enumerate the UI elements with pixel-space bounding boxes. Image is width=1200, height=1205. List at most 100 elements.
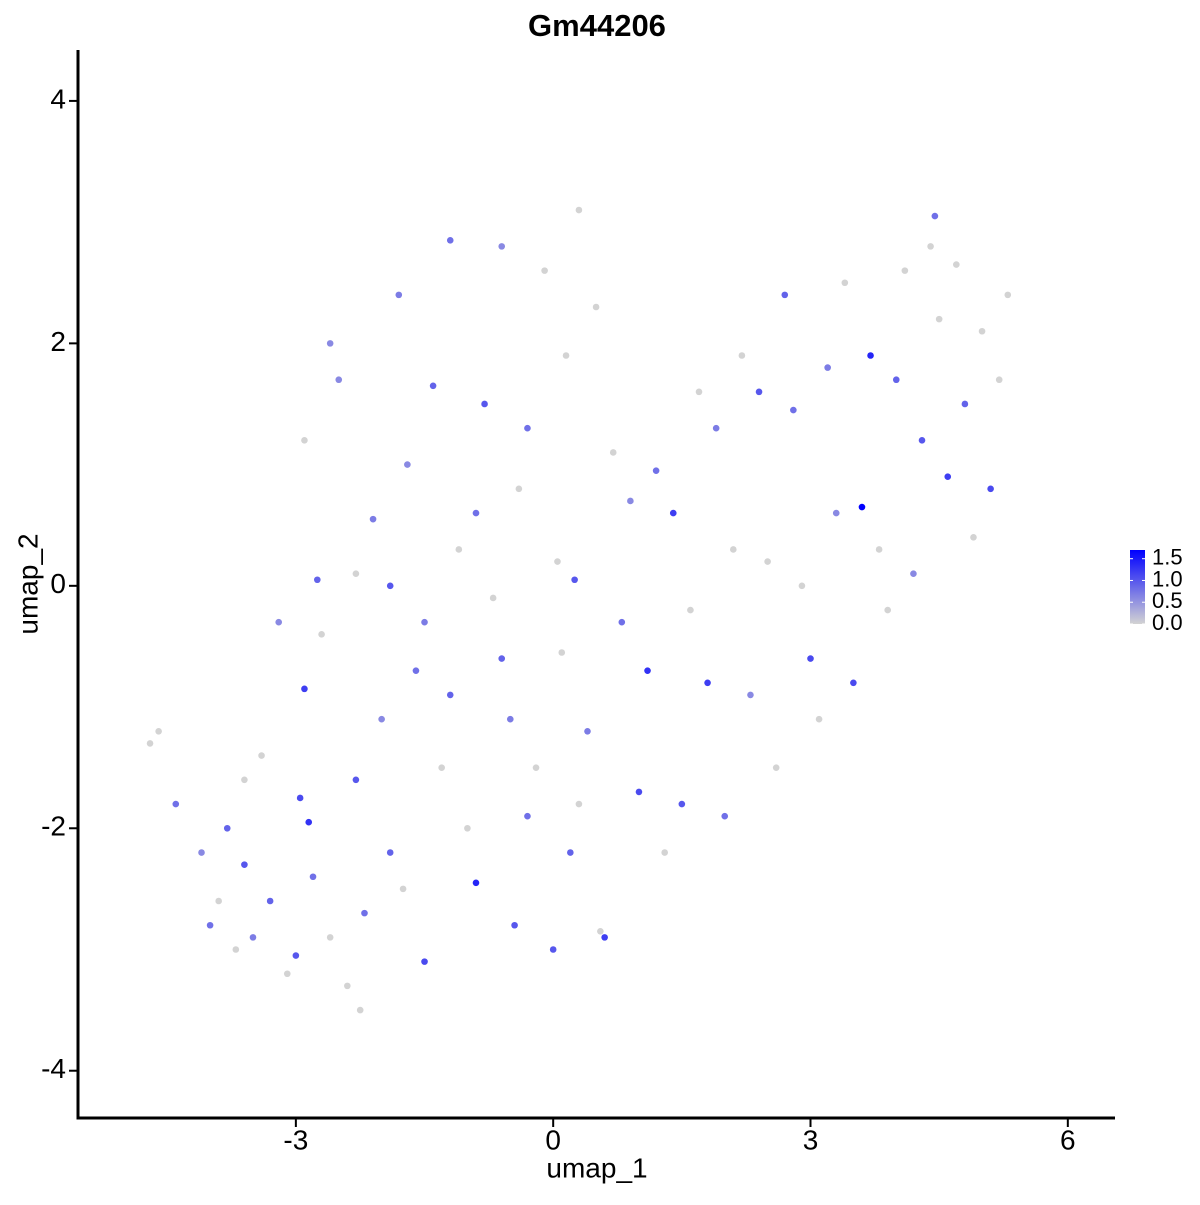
point: [292, 952, 300, 959]
point: [155, 727, 162, 735]
point: [1004, 291, 1012, 299]
point: [352, 570, 360, 577]
y-tick-label: 4: [50, 83, 66, 114]
point: [472, 509, 480, 517]
point: [146, 740, 154, 747]
point: [404, 461, 411, 468]
point: [781, 291, 789, 299]
point: [712, 424, 720, 432]
point: [356, 1006, 364, 1014]
colorbar-tick-label: 0.0: [1152, 610, 1183, 635]
point: [815, 715, 823, 723]
point: [635, 788, 643, 796]
x-tick-label: 3: [803, 1124, 819, 1155]
points: [146, 206, 1012, 1014]
point: [867, 352, 874, 359]
point: [399, 885, 407, 893]
point: [832, 509, 840, 517]
x-axis-label: umap_1: [546, 1152, 647, 1183]
point: [721, 812, 729, 820]
point: [352, 776, 360, 784]
point: [571, 576, 578, 584]
point: [314, 576, 321, 584]
point: [524, 812, 531, 820]
point: [489, 594, 497, 602]
point: [395, 291, 403, 299]
point: [481, 400, 488, 408]
point: [241, 776, 248, 784]
point: [935, 315, 943, 323]
point: [554, 558, 561, 565]
point: [597, 928, 604, 935]
point: [738, 352, 746, 359]
point: [562, 352, 570, 359]
point: [652, 467, 660, 474]
point: [747, 691, 754, 699]
point: [206, 921, 214, 929]
point: [931, 212, 939, 220]
point: [987, 485, 994, 493]
point: [755, 388, 763, 396]
y-tick-label: 2: [50, 326, 66, 357]
point: [305, 818, 313, 826]
point: [446, 691, 454, 699]
point: [927, 243, 934, 250]
point: [258, 752, 265, 759]
point: [978, 327, 986, 335]
point: [892, 376, 900, 384]
point: [730, 546, 737, 553]
point: [421, 958, 428, 965]
point: [790, 406, 797, 414]
colorbar: [1130, 550, 1145, 624]
colorbar-tick-label: 1.5: [1152, 545, 1183, 570]
y-axis-label: umap_2: [12, 533, 43, 634]
point: [772, 764, 780, 771]
point: [944, 473, 952, 481]
point: [601, 934, 608, 941]
point: [858, 503, 866, 511]
point: [798, 582, 806, 590]
point: [464, 824, 471, 832]
point: [249, 934, 257, 941]
point: [215, 897, 222, 905]
chart-title: Gm44206: [528, 8, 666, 43]
point: [326, 934, 334, 941]
point: [498, 243, 506, 250]
x-tick-label: -3: [283, 1124, 308, 1155]
point: [344, 982, 351, 990]
point: [918, 437, 926, 444]
point: [472, 879, 480, 887]
point: [549, 946, 557, 953]
point: [584, 727, 591, 735]
point: [318, 631, 325, 638]
point: [961, 400, 969, 408]
point: [378, 715, 385, 723]
point: [335, 376, 343, 384]
point: [910, 570, 917, 577]
point: [807, 655, 814, 662]
point: [361, 909, 368, 917]
point: [412, 667, 420, 674]
point: [386, 849, 394, 856]
y-tick-label: -4: [41, 1053, 66, 1084]
point: [995, 376, 1003, 384]
point: [386, 582, 394, 590]
point: [369, 515, 377, 523]
point: [283, 970, 291, 978]
point: [455, 546, 463, 553]
colorbar-tick-label: 0.5: [1152, 588, 1183, 613]
point: [687, 606, 694, 614]
point: [438, 764, 445, 771]
point: [678, 800, 686, 808]
point: [498, 655, 506, 662]
y-tick-label: -2: [41, 811, 66, 842]
point: [575, 206, 583, 214]
x-tick-label: 6: [1060, 1124, 1076, 1155]
point: [172, 800, 180, 808]
point: [511, 921, 518, 929]
point: [266, 897, 274, 905]
point: [429, 382, 437, 390]
point: [592, 303, 600, 311]
point: [575, 800, 583, 808]
